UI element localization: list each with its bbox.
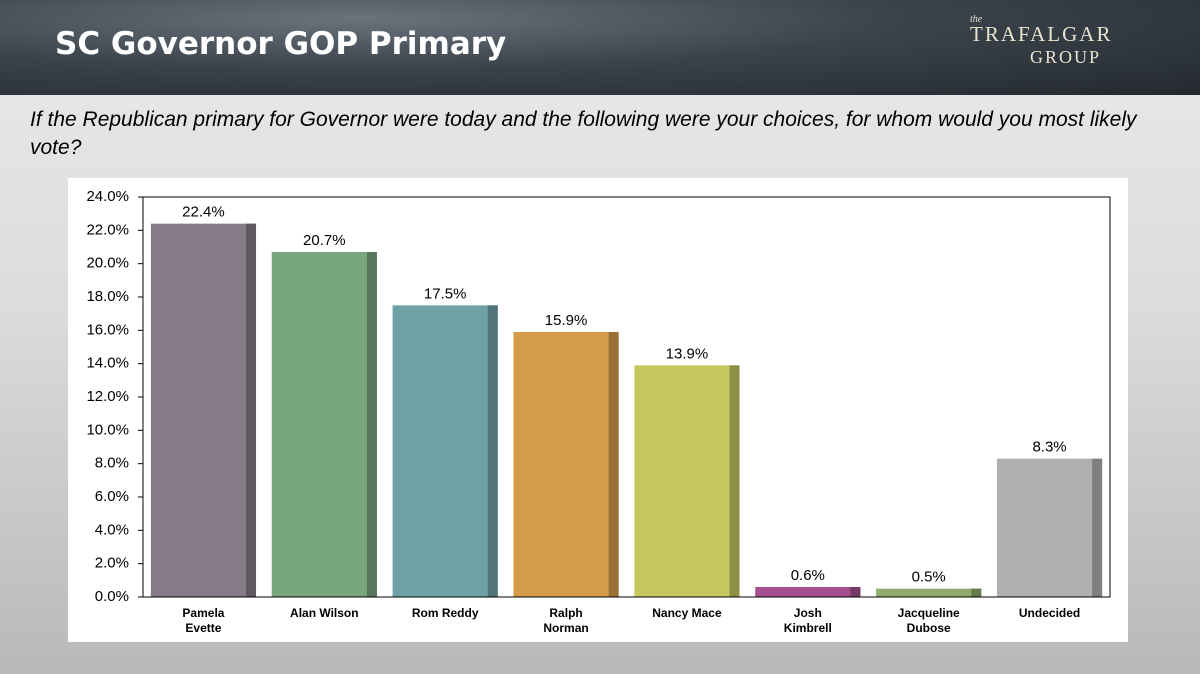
value-label: 22.4% — [182, 204, 225, 221]
bar — [755, 587, 861, 597]
x-tick-label: Pamela Evette — [182, 606, 225, 635]
value-label: 13.9% — [666, 345, 709, 362]
x-tick-label: Jacqueline Dubose — [897, 606, 960, 635]
bar-side — [366, 252, 377, 597]
value-label: 0.6% — [791, 567, 825, 584]
bar-side — [246, 223, 257, 597]
x-tick-label: Josh Kimbrell — [783, 606, 832, 635]
y-tick-label: 16.0% — [86, 321, 129, 338]
y-tick-label: 4.0% — [95, 521, 129, 538]
bar — [392, 305, 498, 597]
value-label: 8.3% — [1032, 439, 1066, 456]
bar-side — [850, 587, 861, 597]
plot-frame — [142, 196, 1111, 598]
x-tick-label: Undecided — [1018, 606, 1081, 620]
question: If the Republican primary for Governor w… — [30, 108, 1137, 159]
bar-side — [729, 365, 740, 597]
logo-text: TRAFALGAR — [970, 22, 1113, 46]
y-tick-label: 10.0% — [86, 421, 129, 438]
bar-side — [608, 332, 619, 597]
header: SC Governor GOP Primary the TRAFALGAR GR… — [0, 0, 1200, 95]
value-label: 20.7% — [303, 232, 346, 249]
x-tick-label: Alan Wilson — [290, 606, 359, 620]
bar — [150, 223, 257, 597]
bar — [271, 252, 377, 597]
value-label: 15.9% — [545, 312, 588, 329]
y-tick-label: 6.0% — [95, 488, 129, 505]
bar-side — [1092, 458, 1103, 597]
bar-side — [487, 305, 498, 597]
y-tick-label: 12.0% — [86, 388, 129, 405]
x-tick-label: Nancy Mace — [652, 606, 722, 620]
logo: the TRAFALGAR GROUP — [970, 14, 1112, 68]
bar — [876, 588, 982, 597]
x-tick-label: Ralph Norman — [543, 606, 589, 635]
value-label: 0.5% — [912, 569, 946, 586]
y-tick-label: 20.0% — [86, 255, 129, 272]
y-tick-label: 24.0% — [86, 188, 129, 205]
y-tick-label: 0.0% — [95, 588, 129, 605]
x-tick-label: Rom Reddy — [411, 606, 479, 620]
y-tick-label: 2.0% — [95, 555, 129, 572]
logo-text: the — [970, 14, 983, 25]
bar — [513, 332, 619, 597]
y-tick-label: 14.0% — [86, 355, 129, 372]
slide-title: SC Governor GOP Primary — [55, 26, 507, 62]
plot: 0.0% 2.0% 4.0% 6.0% 8.0% 10.0% 12.0% 14.0% 16.0%… — [86, 188, 1111, 605]
y-tick-label: 22.0% — [86, 221, 129, 238]
chart: 0.0% 2.0% 4.0% 6.0% 8.0% 10.0% 12.0% 14.0% 16.0%… — [68, 178, 1128, 642]
bar — [996, 458, 1103, 597]
value-label: 17.5% — [424, 285, 467, 302]
logo-text: GROUP — [1030, 47, 1102, 67]
bar — [634, 365, 740, 597]
bar-side — [971, 588, 982, 597]
y-tick-label: 8.0% — [95, 455, 129, 472]
y-tick-label: 18.0% — [86, 288, 129, 305]
